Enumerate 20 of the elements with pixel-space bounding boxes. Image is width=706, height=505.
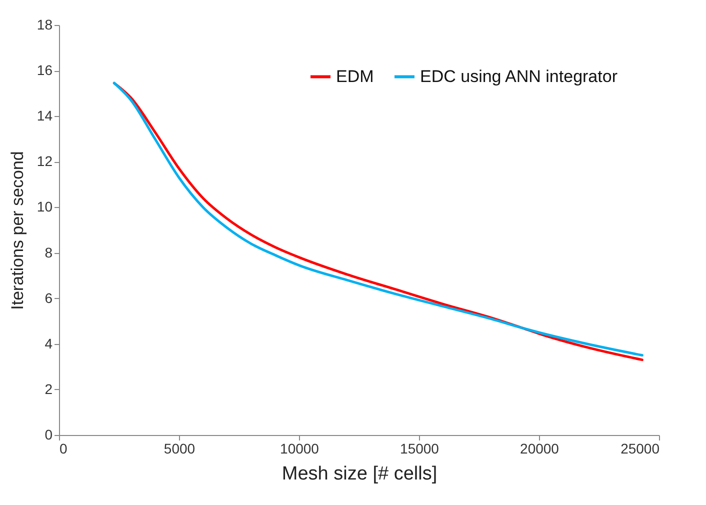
y-tick-label: 14 [36,108,53,124]
x-tick-label: 0 [60,440,68,456]
x-tick-label: 10000 [280,440,320,456]
y-tick-label: 6 [44,290,53,306]
y-tick-label: 16 [36,62,53,78]
x-axis-title: Mesh size [# cells] [282,464,438,484]
x-tick-label: 20000 [520,440,560,456]
x-tick-label: 25000 [620,440,660,456]
x-tick-label: 5000 [164,440,196,456]
y-tick-label: 0 [44,426,53,442]
legend-label: EDM [336,66,374,86]
y-tick-label: 4 [44,335,53,352]
y-tick-label: 8 [44,244,53,260]
y-tick-label: 18 [36,16,53,32]
legend-label: EDC using ANN integrator [420,66,618,86]
y-tick-label: 2 [44,380,53,397]
y-tick-label: 10 [36,198,53,215]
y-tick-label: 12 [36,153,53,170]
x-tick-label: 15000 [400,440,440,456]
y-axis-title: Iterations per second [8,151,27,310]
